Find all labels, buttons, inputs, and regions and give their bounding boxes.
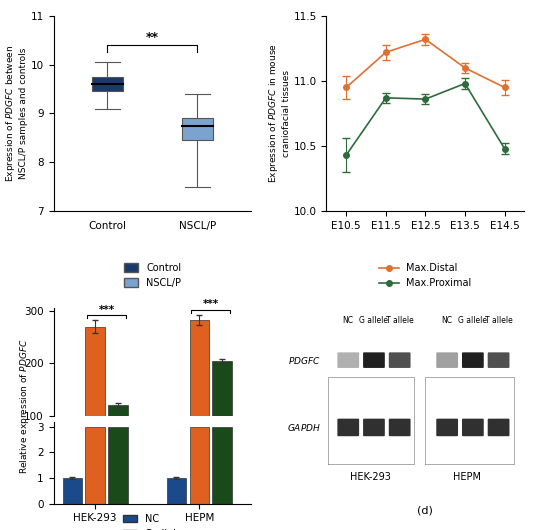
Text: ***: *** (203, 299, 219, 309)
Text: HEK-293: HEK-293 (349, 472, 391, 482)
Text: HEPM: HEPM (453, 472, 481, 482)
Bar (189, 427, 209, 504)
FancyBboxPatch shape (338, 352, 359, 368)
Text: NC: NC (343, 316, 354, 325)
FancyBboxPatch shape (488, 352, 509, 368)
Bar (212, 361, 232, 468)
Text: $\it{PDGFC}$: $\it{PDGFC}$ (288, 355, 320, 366)
Bar (212, 427, 232, 504)
Legend: Max.Distal, Max.Proximal: Max.Distal, Max.Proximal (375, 259, 476, 292)
Bar (181, 118, 213, 140)
Text: NC: NC (442, 316, 453, 325)
Bar (91, 77, 123, 92)
FancyBboxPatch shape (363, 352, 385, 368)
FancyBboxPatch shape (363, 419, 385, 436)
Text: Relative expression of $\it{PDGFC}$: Relative expression of $\it{PDGFC}$ (18, 338, 30, 474)
Bar (189, 320, 209, 468)
Text: T allele: T allele (485, 316, 513, 325)
Text: G allele: G allele (360, 316, 388, 325)
Bar (108, 427, 128, 504)
Bar (86, 427, 105, 504)
FancyBboxPatch shape (389, 419, 410, 436)
Legend: Control, NSCL/P: Control, NSCL/P (120, 259, 185, 292)
Text: **: ** (146, 31, 159, 44)
Text: G allele: G allele (458, 316, 487, 325)
FancyBboxPatch shape (462, 352, 484, 368)
Y-axis label: Expression of $\it{PDGFC}$ in mouse
craniofacial tissues: Expression of $\it{PDGFC}$ in mouse cran… (268, 43, 291, 183)
Text: (a): (a) (144, 314, 160, 324)
Bar (86, 327, 105, 468)
Bar (63, 478, 82, 503)
Text: ***: *** (98, 305, 114, 315)
Bar (108, 405, 128, 468)
FancyBboxPatch shape (488, 419, 509, 436)
Text: (d): (d) (417, 505, 433, 515)
Bar (166, 478, 186, 503)
FancyBboxPatch shape (389, 352, 410, 368)
Y-axis label: Expression of $\it{PDGFC}$ between
NSCL/P samples and controls: Expression of $\it{PDGFC}$ between NSCL/… (4, 45, 28, 182)
FancyBboxPatch shape (436, 419, 458, 436)
FancyBboxPatch shape (462, 419, 484, 436)
Text: T allele: T allele (386, 316, 414, 325)
FancyBboxPatch shape (338, 419, 359, 436)
FancyBboxPatch shape (436, 352, 458, 368)
Text: (b): (b) (417, 314, 433, 324)
Legend: NC, G allele, T allele: NC, G allele, T allele (119, 510, 186, 530)
Text: $\it{GAPDH}$: $\it{GAPDH}$ (287, 422, 320, 433)
